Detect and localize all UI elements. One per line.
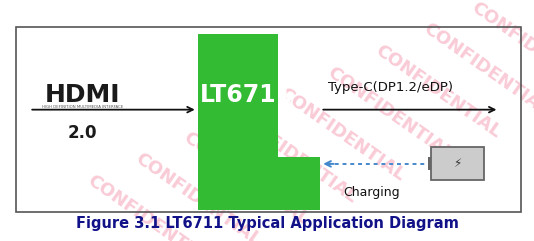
Text: CONFIDENTIAL: CONFIDENTIAL	[83, 172, 216, 241]
Text: CONFIDENTIAL: CONFIDENTIAL	[324, 63, 456, 163]
Text: CONFIDENTIAL: CONFIDENTIAL	[227, 107, 360, 207]
Text: HDMI: HDMI	[45, 83, 121, 107]
Bar	[16, 27, 521, 212]
Bar	[428, 157, 431, 170]
Text: CONFIDENTIAL: CONFIDENTIAL	[516, 0, 534, 77]
Text: HIGH DEFINITION MULTIMEDIA INTERFACE: HIGH DEFINITION MULTIMEDIA INTERFACE	[42, 105, 123, 109]
Text: LT6711: LT6711	[200, 83, 293, 107]
Text: 2.0: 2.0	[68, 124, 98, 141]
Text: CONFIDENTIAL: CONFIDENTIAL	[420, 20, 534, 120]
Text: CONFIDENTIAL: CONFIDENTIAL	[179, 128, 312, 228]
Text: CONFIDENTIAL: CONFIDENTIAL	[131, 150, 264, 241]
Polygon shape	[198, 34, 320, 210]
Text: Charging: Charging	[343, 186, 399, 199]
Text: ⚡: ⚡	[453, 157, 462, 170]
Text: Figure 3.1 LT6711 Typical Application Diagram: Figure 3.1 LT6711 Typical Application Di…	[76, 216, 458, 231]
Text: Type-C(DP1.2/eDP): Type-C(DP1.2/eDP)	[328, 81, 453, 94]
Bar	[431, 147, 484, 180]
Text: CONFIDENTIAL: CONFIDENTIAL	[276, 85, 408, 185]
Text: CONFIDENTIAL: CONFIDENTIAL	[372, 41, 504, 142]
Text: CONFIDENTIAL: CONFIDENTIAL	[468, 0, 534, 98]
